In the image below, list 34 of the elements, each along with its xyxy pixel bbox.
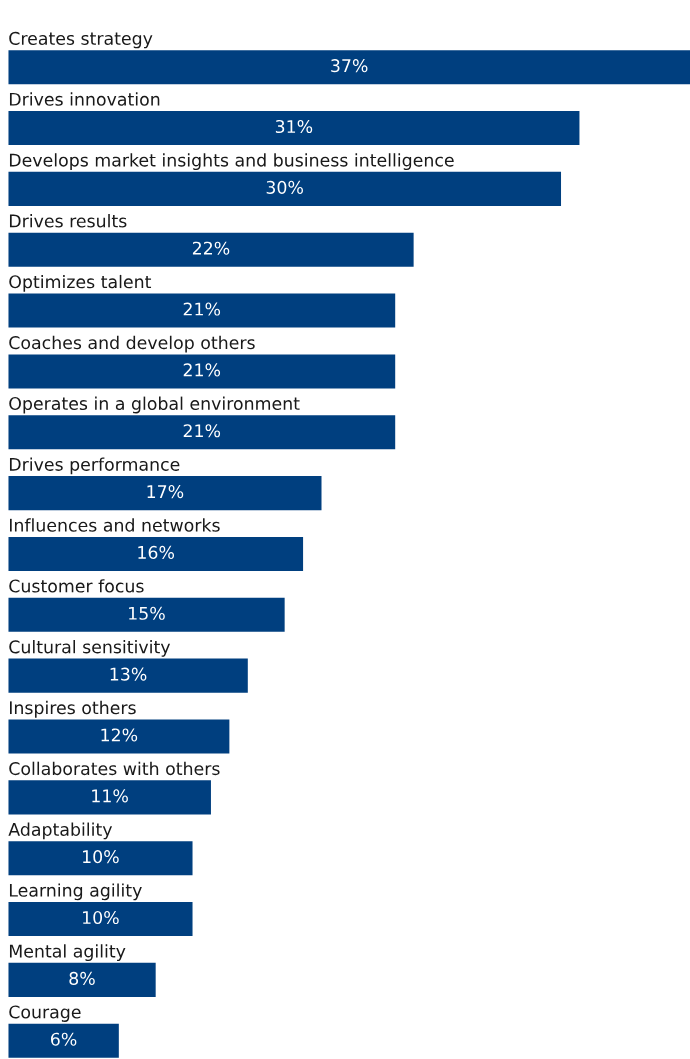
y-tick-label: Drives innovation	[9, 92, 160, 106]
y-tick-label: Influences and networks	[9, 518, 220, 532]
data-label: 16%	[138, 545, 175, 559]
y-tick-label: Develops market insights and business intelligence	[9, 153, 454, 171]
data-label: 11%	[92, 789, 128, 803]
y-tick-label: Drives performance	[9, 457, 180, 475]
data-label: 17%	[147, 485, 184, 499]
y-tick-label: Optimizes talent	[9, 274, 152, 292]
data-label: 13%	[110, 667, 147, 681]
data-label: 22%	[192, 241, 230, 255]
y-tick-label: Collaborates with others	[9, 761, 220, 776]
y-tick-label: Adaptability	[8, 822, 113, 840]
data-label: 37%	[331, 59, 368, 73]
y-tick-label: Learning agility	[9, 883, 142, 901]
y-tick-label: Operates in a global environment	[9, 396, 300, 414]
y-tick-label: Customer focus	[9, 579, 144, 593]
data-label: 31%	[275, 119, 313, 134]
data-label: 12%	[101, 728, 138, 742]
y-tick-label: Coaches and develop others	[9, 335, 255, 353]
y-tick-label: Creates strategy	[9, 31, 153, 49]
data-label: 21%	[183, 424, 221, 438]
y-tick-label: Cultural sensitivity	[9, 639, 171, 657]
data-label: 15%	[129, 606, 165, 620]
data-label: 10%	[83, 850, 119, 864]
y-tick-label: Courage	[9, 1005, 81, 1022]
data-label: 21%	[183, 302, 221, 316]
data-label: 21%	[183, 363, 221, 377]
y-tick-label: Inspires others	[9, 700, 136, 718]
y-tick-label: Mental agility	[9, 944, 126, 962]
data-label: 10%	[83, 910, 119, 925]
data-label: 8%	[69, 971, 95, 985]
y-tick-label: Drives results	[9, 214, 127, 228]
data-label: 6%	[51, 1032, 77, 1046]
data-label: 30%	[266, 180, 303, 194]
